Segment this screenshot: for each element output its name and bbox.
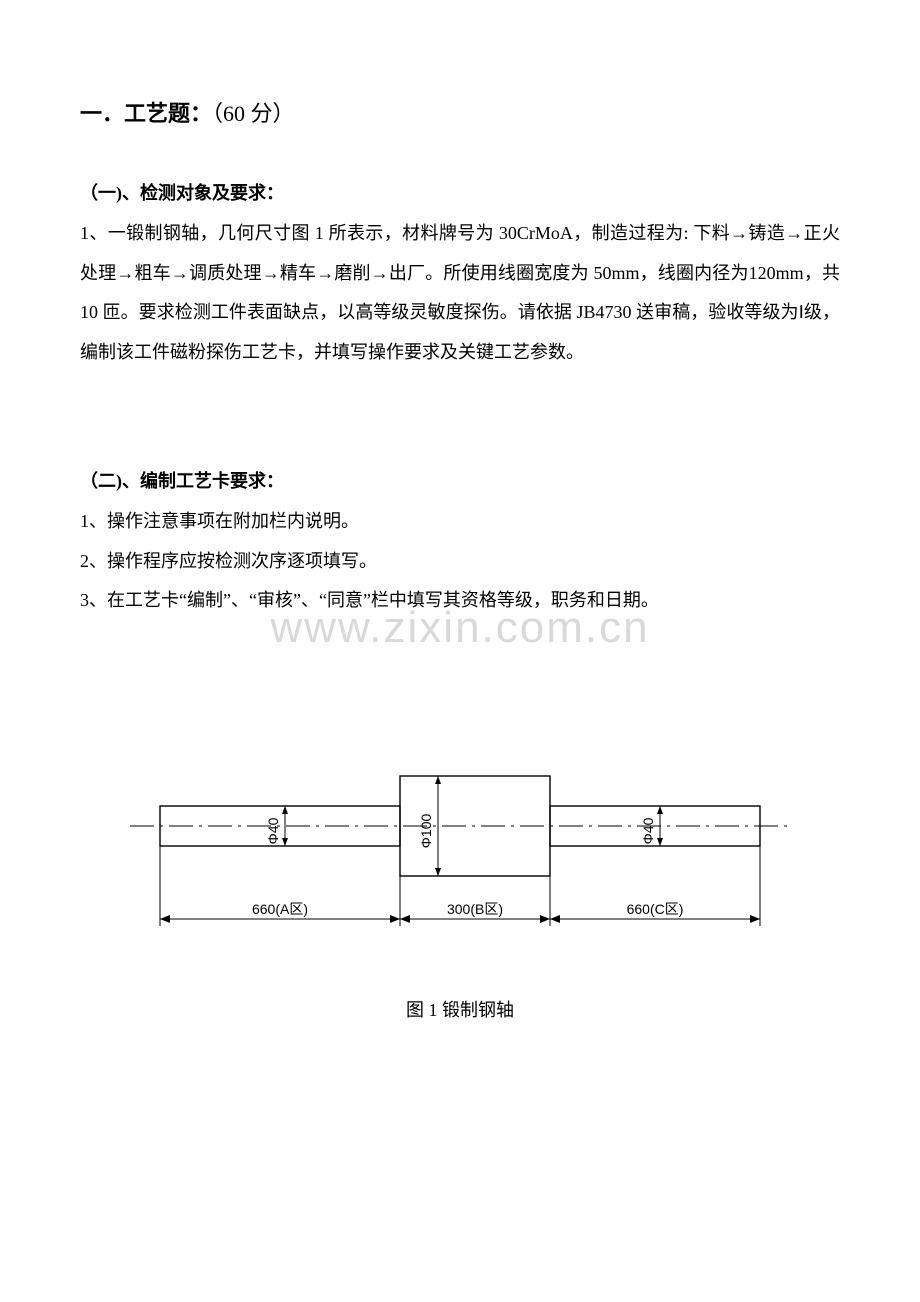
subsection-2-item-2: 2、操作程序应按检测次序逐项填写。	[80, 542, 840, 582]
dim-len-b-label: 300(B区)	[447, 901, 503, 917]
dim-phi-b: Φ100	[418, 776, 441, 876]
shaft-diagram-svg: Φ40 Φ100 Φ40	[130, 771, 790, 961]
dim-len-a-label: 660(A区)	[252, 901, 308, 917]
section-heading: 一．工艺题：（60 分）	[80, 90, 840, 138]
subsection-2-item-1: 1、操作注意事项在附加栏内说明。	[80, 502, 840, 542]
section-heading-bold: 一．工艺题：	[80, 101, 212, 126]
subsection-1-paragraph: 1、一锻制钢轴，几何尺寸图 1 所表示，材料牌号为 30CrMoA，制造过程为:…	[80, 214, 840, 372]
dim-len-c-label: 660(C区)	[627, 901, 684, 917]
dim-phi-c-label: Φ40	[640, 817, 656, 844]
figure-1-diagram: Φ40 Φ100 Φ40	[80, 771, 840, 961]
subsection-1-heading: （一)、检测对象及要求：	[80, 174, 840, 214]
figure-caption: 图 1 锻制钢轴	[80, 991, 840, 1031]
section-heading-rest: （60 分）	[212, 101, 295, 126]
subsection-2-item-3: 3、在工艺卡“编制”、“审核”、“同意”栏中填写其资格等级，职务和日期。	[80, 581, 840, 621]
dim-phi-a-label: Φ40	[265, 817, 281, 844]
page-content: 一．工艺题：（60 分） （一)、检测对象及要求： 1、一锻制钢轴，几何尺寸图 …	[80, 90, 840, 1030]
dim-phi-b-label: Φ100	[418, 813, 434, 848]
dim-len-b: 300(B区)	[400, 901, 550, 923]
subsection-2-heading: （二)、编制工艺卡要求：	[80, 462, 840, 502]
dim-phi-c: Φ40	[640, 806, 663, 846]
dim-phi-a: Φ40	[265, 806, 288, 846]
dim-len-c: 660(C区)	[550, 901, 760, 923]
dim-len-a: 660(A区)	[160, 901, 400, 923]
